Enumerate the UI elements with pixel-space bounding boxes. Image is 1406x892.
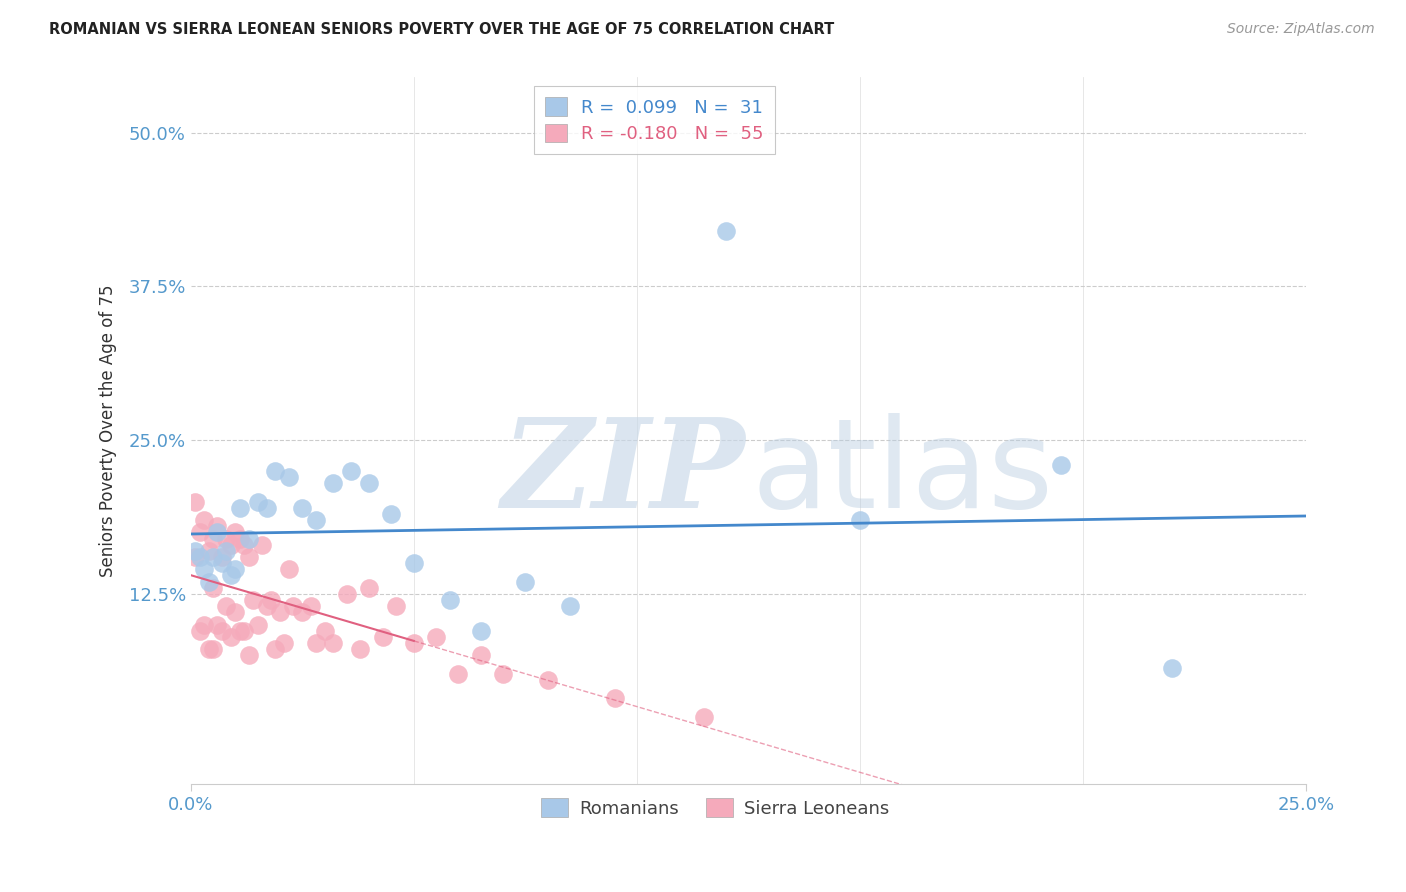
Point bbox=[207, 525, 229, 540]
Legend: Romanians, Sierra Leoneans: Romanians, Sierra Leoneans bbox=[534, 791, 896, 825]
Point bbox=[349, 642, 371, 657]
Y-axis label: Seniors Poverty Over the Age of 75: Seniors Poverty Over the Age of 75 bbox=[100, 285, 117, 577]
Point bbox=[193, 562, 215, 576]
Point bbox=[224, 562, 246, 576]
Point bbox=[256, 500, 278, 515]
Point bbox=[322, 476, 344, 491]
Point bbox=[1049, 458, 1071, 472]
Point bbox=[336, 587, 359, 601]
Point bbox=[371, 630, 394, 644]
Point bbox=[425, 630, 447, 644]
Point bbox=[269, 605, 291, 619]
Point bbox=[291, 500, 314, 515]
Point bbox=[215, 599, 238, 614]
Point bbox=[470, 624, 492, 638]
Point bbox=[693, 710, 716, 724]
Point bbox=[439, 593, 461, 607]
Point bbox=[229, 624, 252, 638]
Point bbox=[202, 532, 225, 546]
Point bbox=[264, 642, 287, 657]
Point bbox=[219, 630, 242, 644]
Point bbox=[402, 556, 425, 570]
Point bbox=[322, 636, 344, 650]
Point bbox=[1161, 660, 1184, 674]
Point bbox=[515, 574, 537, 589]
Point bbox=[238, 648, 260, 663]
Point bbox=[340, 464, 363, 478]
Point bbox=[219, 568, 242, 582]
Point bbox=[219, 538, 242, 552]
Text: atlas: atlas bbox=[752, 413, 1054, 533]
Point bbox=[238, 549, 260, 564]
Point bbox=[184, 544, 207, 558]
Point bbox=[184, 549, 207, 564]
Point bbox=[197, 544, 219, 558]
Point bbox=[603, 691, 626, 706]
Point bbox=[250, 538, 273, 552]
Point bbox=[402, 636, 425, 650]
Point bbox=[211, 549, 233, 564]
Point bbox=[492, 666, 515, 681]
Point bbox=[304, 513, 326, 527]
Point bbox=[197, 642, 219, 657]
Text: Source: ZipAtlas.com: Source: ZipAtlas.com bbox=[1227, 22, 1375, 37]
Point bbox=[188, 525, 211, 540]
Point bbox=[193, 617, 215, 632]
Point bbox=[246, 494, 269, 508]
Point bbox=[277, 470, 299, 484]
Point bbox=[283, 599, 305, 614]
Point bbox=[215, 532, 238, 546]
Point bbox=[202, 581, 225, 595]
Point bbox=[229, 500, 252, 515]
Point bbox=[202, 549, 225, 564]
Point bbox=[291, 605, 314, 619]
Point bbox=[202, 642, 225, 657]
Point bbox=[558, 599, 581, 614]
Point bbox=[277, 562, 299, 576]
Point bbox=[849, 513, 872, 527]
Point bbox=[233, 624, 256, 638]
Point bbox=[273, 636, 295, 650]
Point bbox=[188, 624, 211, 638]
Point bbox=[224, 605, 246, 619]
Text: ROMANIAN VS SIERRA LEONEAN SENIORS POVERTY OVER THE AGE OF 75 CORRELATION CHART: ROMANIAN VS SIERRA LEONEAN SENIORS POVER… bbox=[49, 22, 834, 37]
Point bbox=[359, 581, 381, 595]
Point bbox=[197, 574, 219, 589]
Point bbox=[238, 532, 260, 546]
Point bbox=[215, 544, 238, 558]
Point bbox=[385, 599, 408, 614]
Point bbox=[537, 673, 560, 687]
Point bbox=[233, 538, 256, 552]
Point bbox=[380, 507, 402, 521]
Point bbox=[242, 593, 264, 607]
Point bbox=[246, 617, 269, 632]
Point bbox=[260, 593, 283, 607]
Point bbox=[211, 624, 233, 638]
Point bbox=[193, 513, 215, 527]
Point bbox=[447, 666, 470, 681]
Text: ZIP: ZIP bbox=[502, 413, 745, 534]
Point bbox=[184, 494, 207, 508]
Point bbox=[188, 549, 211, 564]
Point bbox=[470, 648, 492, 663]
Point bbox=[256, 599, 278, 614]
Point bbox=[207, 519, 229, 533]
Point bbox=[314, 624, 336, 638]
Point bbox=[714, 224, 737, 238]
Point bbox=[304, 636, 326, 650]
Point bbox=[207, 617, 229, 632]
Point bbox=[211, 556, 233, 570]
Point bbox=[224, 525, 246, 540]
Point bbox=[299, 599, 322, 614]
Point bbox=[359, 476, 381, 491]
Point bbox=[264, 464, 287, 478]
Point bbox=[229, 532, 252, 546]
